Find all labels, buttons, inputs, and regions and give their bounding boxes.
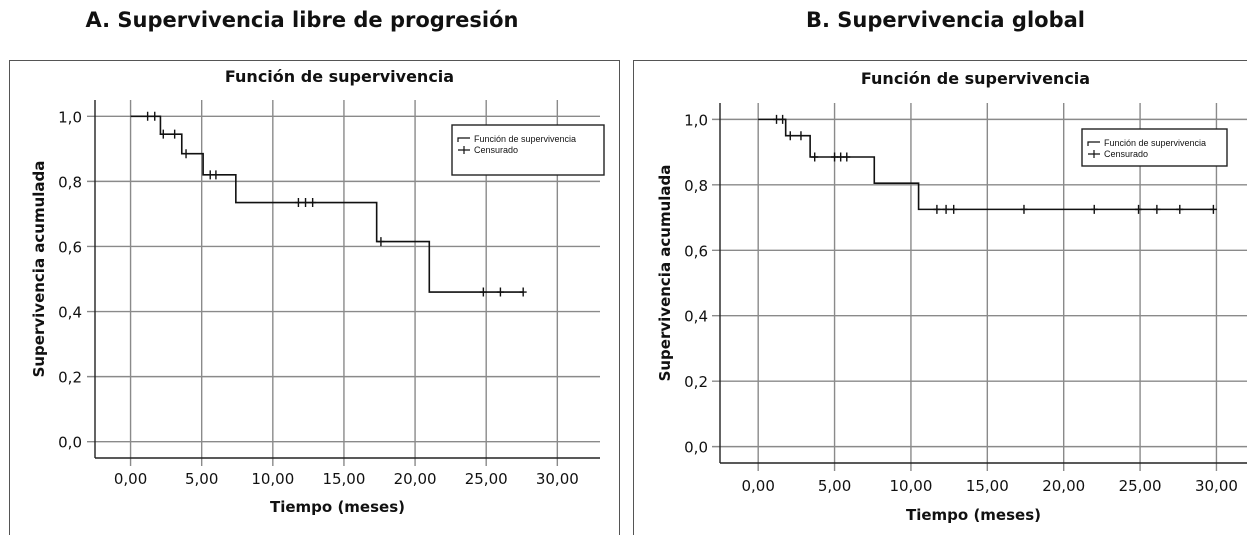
chart-b: Función de supervivencia 0,0 0,2 0,4 0,6 0,8 1… — [656, 69, 1247, 524]
censored-mark — [773, 114, 781, 124]
censored-mark — [519, 287, 527, 297]
censored-mark — [1135, 204, 1143, 214]
x-tick-label: 0,00 — [114, 470, 147, 488]
plot-frame — [633, 60, 1247, 535]
x-tick-label: 15,00 — [322, 470, 365, 488]
censored-mark — [496, 287, 504, 297]
chart-title: Función de supervivencia — [225, 67, 454, 86]
censored-mark — [786, 131, 794, 141]
legend-box — [451, 124, 605, 176]
panel-a: A. Supervivencia libre de progresión Fun… — [0, 0, 620, 535]
panel-title: A. Supervivencia libre de progresión — [85, 8, 519, 32]
y-tick-label: 0,6 — [58, 238, 82, 256]
censored-mark — [950, 204, 958, 214]
x-tick-label: 20,00 — [394, 470, 437, 488]
plot-frame — [9, 60, 620, 535]
chart-a: Función de supervivencia 0,0 0,2 0,4 0,6 0,8 1… — [30, 67, 605, 516]
censored-mark — [797, 131, 805, 141]
x-tick-label: 10,00 — [889, 477, 932, 495]
censored-mark — [779, 114, 787, 124]
censored-mark — [1020, 204, 1028, 214]
censored-mark — [843, 152, 851, 162]
censored-mark — [831, 152, 839, 162]
x-axis-label: Tiempo (meses) — [270, 498, 405, 516]
chart-title: Función de supervivencia — [861, 69, 1090, 88]
legend-step-symbol — [457, 137, 470, 142]
y-tick-label: 0,4 — [58, 304, 82, 322]
legend-step-symbol — [1087, 141, 1100, 146]
y-tick-label: 0,8 — [684, 177, 708, 195]
censored-mark — [212, 170, 220, 180]
censored-mark — [837, 152, 845, 162]
x-tick-label: 25,00 — [1119, 477, 1162, 495]
censored-mark — [159, 129, 167, 139]
censored-mark — [1176, 204, 1184, 214]
panel-b: B. Supervivencia global Función de super… — [624, 0, 1247, 535]
x-tick-label: 25,00 — [465, 470, 508, 488]
x-tick-label: 30,00 — [536, 470, 579, 488]
legend-label: Función de supervivencia — [474, 134, 576, 144]
censored-mark — [1090, 204, 1098, 214]
panel-title: B. Supervivencia global — [806, 8, 1085, 32]
y-tick-label: 0,6 — [684, 242, 708, 260]
y-tick-label: 0,2 — [58, 369, 82, 387]
censored-mark — [151, 111, 159, 121]
x-tick-label: 5,00 — [818, 477, 851, 495]
y-axis-label: Supervivencia acumulada — [30, 161, 48, 378]
y-tick-label: 0,4 — [684, 308, 708, 326]
legend-box — [1081, 128, 1228, 167]
y-axis-label: Supervivencia acumulada — [656, 165, 674, 382]
y-tick-label: 0,0 — [58, 434, 82, 452]
censored-mark — [377, 237, 385, 247]
y-tick-label: 0,2 — [684, 373, 708, 391]
x-tick-label: 5,00 — [185, 470, 218, 488]
x-tick-label: 10,00 — [251, 470, 294, 488]
y-tick-label: 1,0 — [58, 108, 82, 126]
censored-mark — [144, 111, 152, 121]
x-tick-label: 15,00 — [966, 477, 1009, 495]
y-tick-label: 0,8 — [58, 173, 82, 191]
y-tick-label: 0,0 — [684, 439, 708, 457]
censored-mark — [1209, 204, 1217, 214]
censored-mark — [171, 129, 179, 139]
legend-censor-symbol — [458, 146, 470, 154]
censored-mark — [942, 204, 950, 214]
x-tick-label: 20,00 — [1042, 477, 1085, 495]
censored-mark — [302, 198, 310, 208]
y-tick-label: 1,0 — [684, 111, 708, 129]
censored-mark — [1153, 204, 1161, 214]
legend-label: Censurado — [474, 145, 518, 155]
legend-label: Censurado — [1104, 149, 1148, 159]
x-tick-label: 30,00 — [1195, 477, 1238, 495]
legend-censor-symbol — [1088, 150, 1100, 158]
censored-mark — [294, 198, 302, 208]
censored-mark — [182, 149, 190, 159]
x-axis-label: Tiempo (meses) — [906, 506, 1041, 524]
legend-label: Función de supervivencia — [1104, 138, 1206, 148]
censored-mark — [933, 204, 941, 214]
censored-mark — [811, 152, 819, 162]
x-tick-label: 0,00 — [741, 477, 774, 495]
censored-mark — [309, 198, 317, 208]
censored-mark — [479, 287, 487, 297]
